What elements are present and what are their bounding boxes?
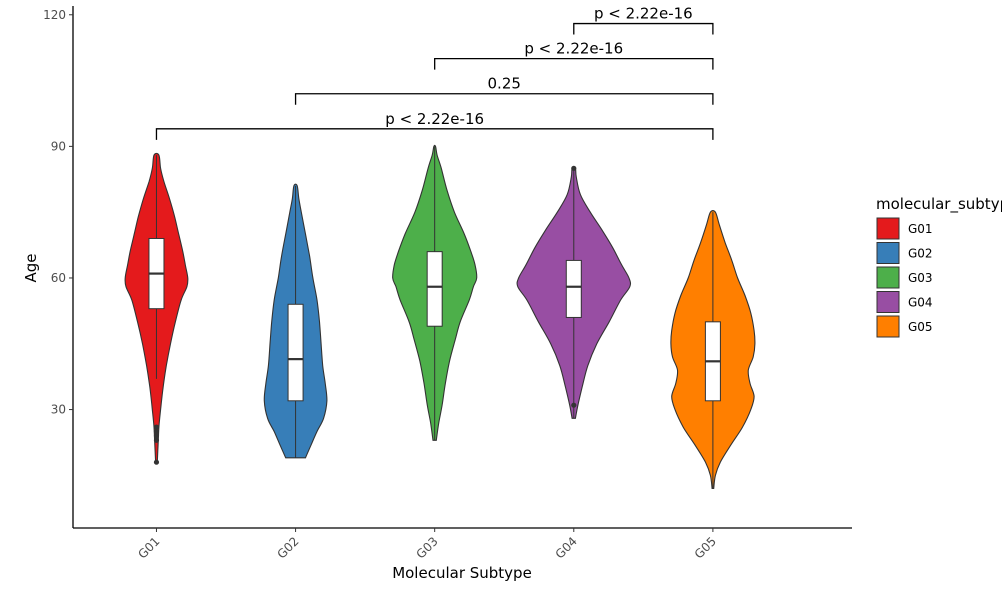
x-tick-label-g04: G04 [553,534,580,561]
outlier-point [153,424,160,430]
legend-swatch [876,291,900,313]
legend-swatch [876,217,900,240]
box-g02 [287,303,304,402]
outlier-point [153,459,160,465]
comparison-brackets: p < 2.22e-160.25p < 2.22e-16p < 2.22e-16 [155,5,714,140]
bracket-line [294,93,714,105]
outlier-point [153,428,160,435]
legend-items: G01 G02 G03 G04 G05 [876,217,933,338]
x-ticks: G01 G02 G03 G04 G05 [135,528,719,562]
bracket-line [155,128,714,140]
bracket-line [573,22,714,35]
x-axis-title: Molecular Subtype [392,564,532,582]
y-axis-title: Age [22,253,40,282]
legend-label: G04 [908,296,933,310]
legend-label: G05 [908,320,933,334]
comparison-bracket-g01-g05: p < 2.22e-16 [155,110,714,140]
x-tick-label-g03: G03 [414,534,441,561]
y-ticks: 30 60 90 120 [43,8,73,417]
violin-group-g02 [263,183,328,459]
x-tick-label-g05: G05 [692,534,719,561]
y-tick-label: 120 [43,8,66,22]
legend-title: molecular_subtype [876,195,1002,214]
outlier-point [153,433,160,439]
legend-item-g03: G03 [876,266,933,289]
x-tick-label-g01: G01 [135,534,162,561]
legend-item-g05: G05 [876,315,933,338]
comparison-bracket-g04-g05: p < 2.22e-16 [573,5,714,35]
bracket-label: p < 2.22e-16 [524,40,623,58]
legend-item-g02: G02 [876,242,933,264]
comparison-bracket-g02-g05: 0.25 [294,75,714,105]
outlier-point [153,437,160,443]
legend-label: G02 [908,247,933,261]
violin-group-g04 [516,165,632,419]
y-tick-label: 30 [51,403,66,417]
legend-swatch [876,266,900,289]
outlier-point [571,402,577,408]
bracket-label: p < 2.22e-16 [594,5,693,23]
legend-swatch [876,315,900,338]
violin-group-g03 [392,144,478,441]
comparison-bracket-g03-g05: p < 2.22e-16 [434,40,714,70]
box-g03 [426,251,443,327]
legend-label: G03 [908,271,933,285]
legend-swatch [876,242,900,264]
legend-label: G01 [908,222,933,236]
legend-item-g04: G04 [876,291,933,313]
box-g04 [565,259,582,318]
violin-group-g01 [124,152,189,465]
violin-layer [124,144,756,490]
y-tick-label: 60 [51,271,66,285]
bracket-line [434,57,714,70]
outlier-point [571,165,577,171]
y-tick-label: 90 [51,139,66,153]
x-tick-label-g02: G02 [274,534,301,561]
violin-group-g05 [670,210,756,490]
bracket-label: p < 2.22e-16 [385,110,484,128]
legend: molecular_subtype G01 G02 G03 G04 G05 [876,195,1002,338]
bracket-label: 0.25 [488,75,521,93]
axes [72,6,852,529]
legend-item-g01: G01 [876,217,933,240]
